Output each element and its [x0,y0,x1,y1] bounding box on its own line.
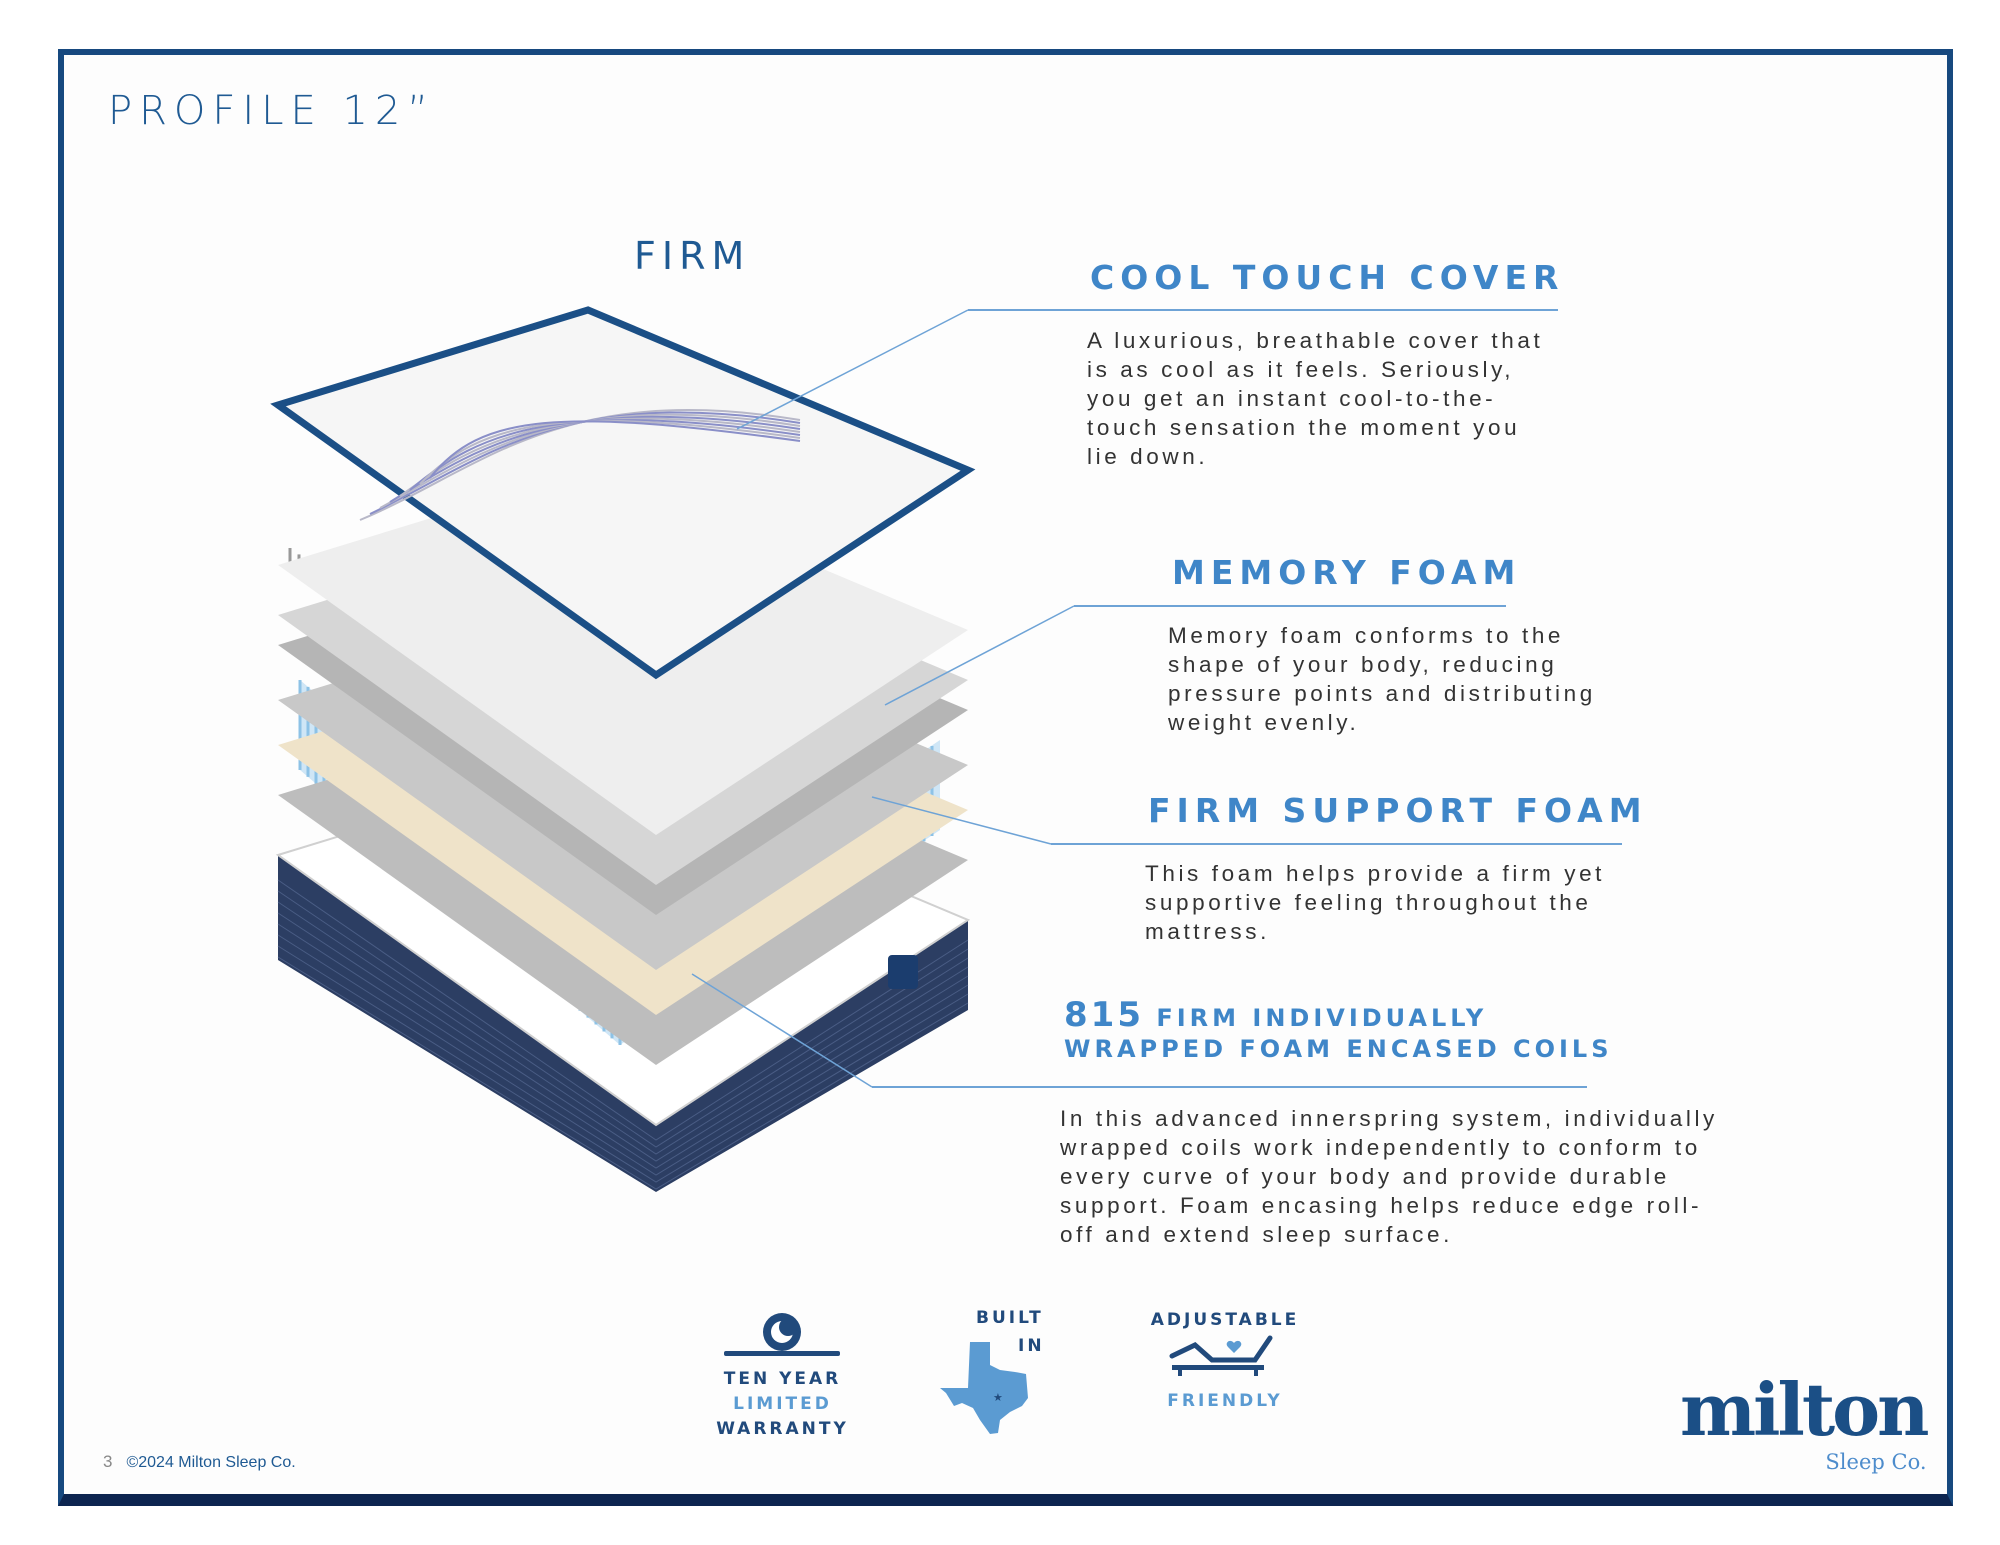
built-text: BUILT [976,1308,1044,1328]
base-stripe [277,923,969,1169]
footer: 3 ©2024 Milton Sleep Co. [103,1452,296,1472]
divider [1051,843,1622,845]
divider [1074,605,1506,607]
logo-wordmark: milton [1680,1367,1930,1452]
copyright: ©2024 Milton Sleep Co. [126,1454,296,1471]
base-stripe [277,901,969,1155]
feature-body-firm-support-foam: This foam helps provide a firm yet suppo… [1145,861,1606,944]
mattress-base [278,855,968,1192]
adjustable-badge: ADJUSTABLE FRIENDLY [1140,1310,1310,1411]
warranty-line2: LIMITED [733,1394,832,1414]
adjustable-bed-icon [1169,1335,1273,1376]
divider [872,1086,1587,1088]
base-stripe [277,956,969,1190]
feature-body-coils: In this advanced innerspring system, ind… [1060,1106,1718,1247]
mattress-label-tag [888,955,918,989]
cover-wave [369,411,801,515]
base-stripe [277,890,969,1148]
milton-logo: milton Sleep Co. [1680,1367,1930,1475]
leader-line [871,796,1052,845]
svg-text:★: ★ [993,1392,1003,1404]
friendly-text: FRIENDLY [1167,1391,1283,1411]
coil-count: 815 [1064,995,1144,1035]
cool-touch-cover [270,306,976,680]
leader-line [736,309,969,430]
built-in-texas-badge: ★ BUILT IN [940,1308,1060,1438]
logo-subtitle: Sleep Co. [1825,1450,1927,1474]
leader-line [691,973,873,1088]
base-stripe [277,934,969,1176]
divider [968,309,1558,311]
cover-wave [379,413,801,509]
coils-heading-line2: WRAPPED FOAM ENCASED COILS [1064,1035,1613,1063]
warranty-line1: TEN YEAR [723,1369,842,1389]
feature-body-cool-touch-cover: A luxurious, breathable cover that is as… [1087,328,1544,469]
feature-heading-cool-touch-cover: COOL TOUCH COVER [1090,258,1565,297]
base-stripe [277,879,969,1141]
adjustable-text: ADJUSTABLE [1150,1310,1300,1330]
base-stripe [277,912,969,1162]
feature-heading-firm-support-foam: FIRM SUPPORT FOAM [1148,791,1648,830]
leader-line [884,605,1075,706]
page-number: 3 [103,1452,113,1471]
page-title: PROFILE 12” [108,88,436,134]
cover-wave [359,409,801,521]
feature-body-memory-foam: Memory foam conforms to the shape of you… [1168,623,1596,735]
in-text: IN [1018,1336,1045,1356]
warranty-badge: TEN YEAR LIMITED WARRANTY [700,1310,865,1439]
moon-icon [724,1313,840,1356]
cover-wave [429,420,801,479]
warranty-line3: WARRANTY [716,1419,849,1439]
base-stripe [277,945,969,1183]
feature-heading-memory-foam: MEMORY FOAM [1172,553,1522,592]
coils-heading-line1: FIRM INDIVIDUALLY [1156,1004,1488,1032]
texas-map-icon: ★ [940,1342,1028,1434]
cover-wave [389,415,801,503]
feature-heading-coils: 815 FIRM INDIVIDUALLY WRAPPED FOAM ENCAS… [1064,998,1613,1065]
firmness-label: FIRM [634,234,751,278]
